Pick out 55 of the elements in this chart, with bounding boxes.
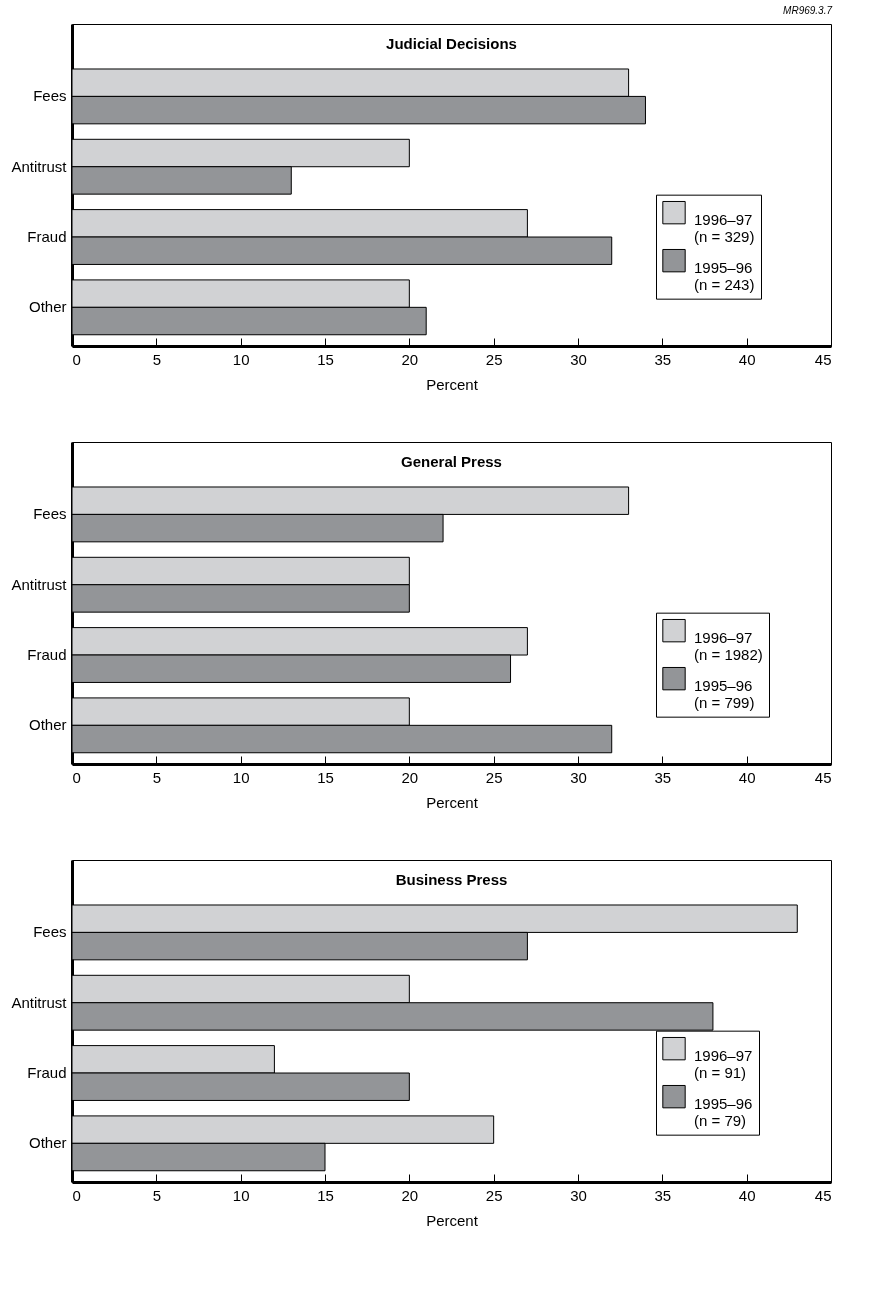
x-tick-label: 20 xyxy=(401,768,419,786)
y-tick-label: Antitrust xyxy=(11,993,68,1011)
x-tick-label: 10 xyxy=(232,768,250,786)
x-tick-label: 10 xyxy=(232,1186,250,1204)
legend-label: 1996–97 (n = 1982) xyxy=(694,628,763,663)
y-tick-label: Fraud xyxy=(27,1064,67,1082)
x-tick-label: 40 xyxy=(738,350,756,368)
y-tick-label: Other xyxy=(28,1134,67,1152)
x-tick-label: 25 xyxy=(485,1186,503,1204)
legend-label: 1996–97 (n = 91) xyxy=(694,1046,753,1081)
y-tick-label: Antitrust xyxy=(11,575,68,593)
y-tick-label: Antitrust xyxy=(11,157,68,175)
x-tick-label: 5 xyxy=(152,768,162,786)
x-axis-title: Percent xyxy=(426,375,479,393)
y-tick-label: Fees xyxy=(33,923,67,941)
text: Judicial Decisions xyxy=(386,35,517,52)
y-tick-label: Fraud xyxy=(27,646,67,664)
x-tick-label: 20 xyxy=(401,350,419,368)
x-tick-label: 0 xyxy=(72,768,81,786)
text: General Press xyxy=(401,453,502,470)
y-tick-label: Fees xyxy=(33,87,67,105)
legend-label: 1995–96 (n = 243) xyxy=(694,258,755,293)
x-tick-label: 30 xyxy=(570,350,587,368)
x-axis-title: Percent xyxy=(426,1211,479,1229)
y-tick-label: Other xyxy=(28,716,67,734)
x-tick-label: 10 xyxy=(232,350,250,368)
x-tick-label: 15 xyxy=(317,1186,334,1204)
x-tick-label: 40 xyxy=(738,768,756,786)
x-tick-label: 25 xyxy=(485,350,503,368)
x-tick-label: 35 xyxy=(654,350,672,368)
x-tick-label: 20 xyxy=(401,1186,419,1204)
x-axis-title: Percent xyxy=(426,793,479,811)
x-tick-label: 15 xyxy=(317,350,334,368)
x-tick-label: 45 xyxy=(814,350,832,368)
y-tick-label: Fraud xyxy=(27,228,67,246)
x-tick-label: 30 xyxy=(570,768,587,786)
text: Business Press xyxy=(395,871,508,888)
y-tick-label: Other xyxy=(28,298,67,316)
legend-label: 1996–97 (n = 329) xyxy=(694,210,755,245)
y-tick-label: Fees xyxy=(33,505,67,523)
x-tick-label: 45 xyxy=(814,768,832,786)
x-tick-label: 15 xyxy=(317,768,334,786)
x-tick-label: 0 xyxy=(72,1186,81,1204)
legend-label: 1995–96 (n = 79) xyxy=(694,1094,753,1129)
legend-label: 1995–96 (n = 799) xyxy=(694,676,755,711)
x-tick-label: 0 xyxy=(72,350,81,368)
x-tick-label: 5 xyxy=(152,350,162,368)
x-tick-label: 40 xyxy=(738,1186,756,1204)
x-tick-label: 35 xyxy=(654,1186,672,1204)
x-tick-label: 25 xyxy=(485,768,503,786)
x-tick-label: 35 xyxy=(654,768,672,786)
x-tick-label: 5 xyxy=(152,1186,162,1204)
x-tick-label: 45 xyxy=(814,1186,832,1204)
text: MR969.3.7 xyxy=(783,4,833,16)
x-tick-label: 30 xyxy=(570,1186,587,1204)
